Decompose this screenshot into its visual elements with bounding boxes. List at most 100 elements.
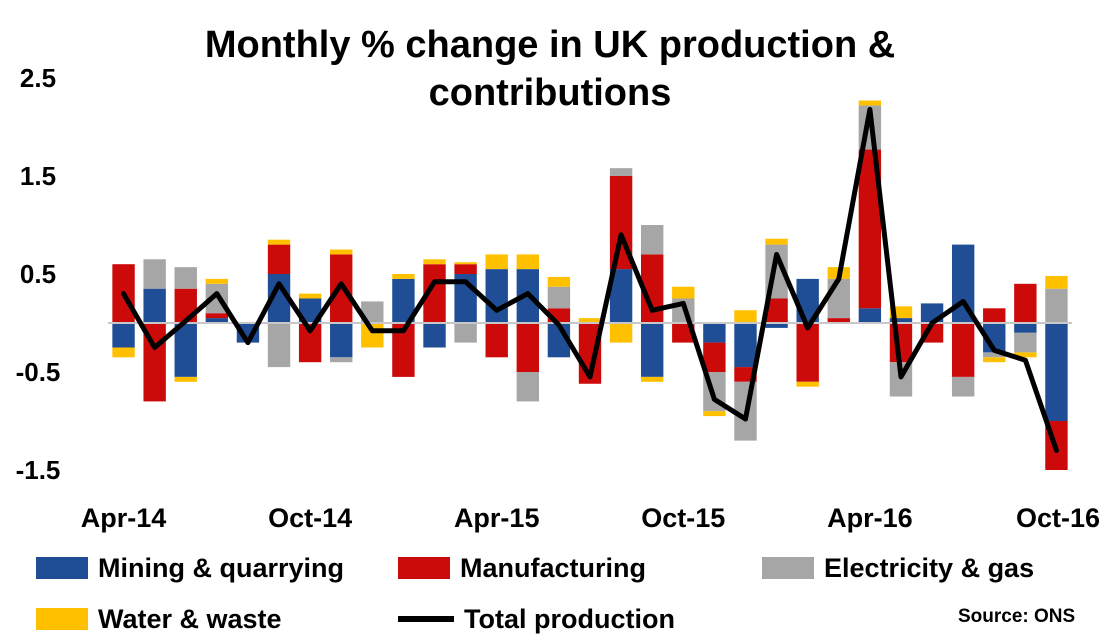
bar-manufacturing xyxy=(298,323,322,363)
bar-manufacturing xyxy=(330,254,353,323)
bar-water-waste xyxy=(858,100,882,106)
bar-mining-quarrying xyxy=(734,323,757,368)
bar-water-waste xyxy=(1014,352,1037,358)
legend-label-electricity: Electricity & gas xyxy=(824,552,1035,583)
bar-electricity-gas xyxy=(174,267,197,289)
y-tick-label: -0.5 xyxy=(16,357,61,387)
bar-mining-quarrying xyxy=(112,323,135,348)
bar-mining-quarrying xyxy=(174,323,197,377)
chart-title-line-1: Monthly % change in UK production & xyxy=(204,24,896,66)
bar-electricity-gas xyxy=(143,259,166,289)
bar-water-waste xyxy=(516,254,540,270)
y-tick-label: 0.5 xyxy=(20,259,56,289)
legend-item-electricity: Electricity & gas xyxy=(762,551,1034,585)
bar-manufacturing xyxy=(703,342,726,372)
source-note: Source: ONS xyxy=(958,606,1076,627)
chart-title: Monthly % change in UK production & cont… xyxy=(120,22,980,118)
bar-electricity-gas xyxy=(951,376,975,397)
legend-label-water: Water & waste xyxy=(98,603,282,634)
bar-mining-quarrying xyxy=(143,288,166,323)
bar-water-waste xyxy=(267,239,291,245)
bar-water-waste xyxy=(983,357,1006,363)
bar-water-waste xyxy=(1045,275,1068,289)
bar-electricity-gas xyxy=(983,352,1006,358)
bar-water-waste xyxy=(889,306,913,319)
legend-label-total: Total production xyxy=(464,603,675,634)
bar-mining-quarrying xyxy=(267,274,291,323)
bar-mining-quarrying xyxy=(703,323,726,343)
bar-water-waste xyxy=(609,323,633,343)
bar-mining-quarrying xyxy=(298,298,322,323)
bar-electricity-gas xyxy=(1045,288,1068,323)
bar-manufacturing xyxy=(516,323,540,372)
x-tick-label: Oct-15 xyxy=(641,503,725,533)
legend-line-total xyxy=(398,616,454,622)
bar-water-waste xyxy=(578,318,602,323)
legend-item-manufacturing: Manufacturing xyxy=(398,551,646,585)
bar-electricity-gas xyxy=(827,278,850,319)
bar-manufacturing xyxy=(205,313,229,319)
bar-manufacturing xyxy=(1014,283,1037,323)
bar-manufacturing xyxy=(827,318,850,323)
legend-swatch-electricity xyxy=(762,557,814,579)
legend-swatch-manufacturing xyxy=(398,557,450,579)
bar-water-waste xyxy=(205,278,229,284)
bar-electricity-gas xyxy=(547,286,571,309)
legend-item-total: Total production xyxy=(398,602,675,636)
bar-manufacturing xyxy=(951,323,975,377)
bar-water-waste xyxy=(174,376,197,382)
bar-mining-quarrying xyxy=(858,308,882,323)
bar-water-waste xyxy=(485,254,508,270)
y-tick-label: 1.5 xyxy=(20,161,56,191)
bar-water-waste xyxy=(703,411,726,417)
bar-mining-quarrying xyxy=(423,323,446,348)
bar-water-waste xyxy=(672,286,695,299)
bar-mining-quarrying xyxy=(330,323,353,358)
bar-mining-quarrying xyxy=(765,323,788,328)
bar-electricity-gas xyxy=(330,357,353,363)
x-tick-label: Oct-14 xyxy=(268,503,352,533)
bar-manufacturing xyxy=(485,323,508,358)
bar-manufacturing xyxy=(423,264,446,323)
x-tick-label: Apr-15 xyxy=(454,503,540,533)
legend-label-mining: Mining & quarrying xyxy=(98,552,344,583)
chart-title-line-2: contributions xyxy=(428,71,672,114)
bar-electricity-gas xyxy=(609,168,633,176)
bar-mining-quarrying xyxy=(1045,323,1068,421)
bar-water-waste xyxy=(330,249,353,255)
bar-water-waste xyxy=(298,293,322,299)
bar-water-waste xyxy=(640,376,664,382)
bar-electricity-gas xyxy=(1014,332,1037,353)
bar-manufacturing xyxy=(454,264,477,274)
x-tick-label: Apr-16 xyxy=(827,503,913,533)
bar-water-waste xyxy=(392,274,415,279)
bar-electricity-gas xyxy=(361,301,384,323)
bar-manufacturing xyxy=(983,308,1006,323)
bar-water-waste xyxy=(112,347,135,358)
bar-manufacturing xyxy=(392,323,415,377)
bar-water-waste xyxy=(796,381,819,387)
legend-swatch-water xyxy=(36,608,88,630)
bar-water-waste xyxy=(423,259,446,265)
bar-electricity-gas xyxy=(516,372,540,402)
bar-mining-quarrying xyxy=(609,269,633,323)
x-tick-label: Apr-14 xyxy=(81,503,167,533)
bar-manufacturing xyxy=(858,149,882,309)
legend-item-mining: Mining & quarrying xyxy=(36,551,344,585)
bar-electricity-gas xyxy=(267,323,291,368)
bar-mining-quarrying xyxy=(1014,323,1037,333)
bar-mining-quarrying xyxy=(205,318,229,323)
bar-manufacturing xyxy=(267,244,291,274)
bar-mining-quarrying xyxy=(889,318,913,323)
x-tick-label: Oct-16 xyxy=(1016,503,1100,533)
legend-swatch-mining xyxy=(36,557,88,579)
legend-label-manufacturing: Manufacturing xyxy=(460,552,646,583)
bar-electricity-gas xyxy=(640,225,664,255)
bar-electricity-gas xyxy=(454,323,477,343)
bar-water-waste xyxy=(734,310,757,323)
bar-water-waste xyxy=(547,276,571,287)
legend-item-water: Water & waste xyxy=(36,602,282,636)
bar-water-waste xyxy=(765,238,788,245)
bar-manufacturing xyxy=(640,254,664,323)
bar-mining-quarrying xyxy=(392,278,415,323)
